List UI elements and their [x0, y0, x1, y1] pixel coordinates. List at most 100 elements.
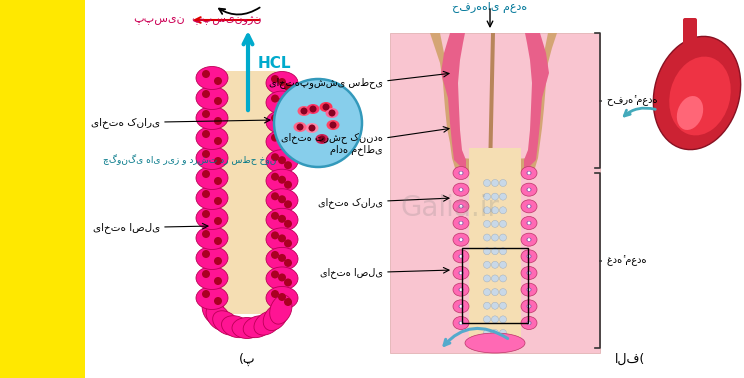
Circle shape	[527, 305, 530, 308]
Ellipse shape	[453, 183, 469, 196]
Circle shape	[271, 251, 279, 259]
Ellipse shape	[254, 311, 281, 335]
Circle shape	[202, 270, 210, 278]
Text: یاخته اصلی: یاخته اصلی	[93, 223, 160, 234]
Ellipse shape	[453, 283, 469, 296]
Circle shape	[202, 150, 210, 158]
Circle shape	[484, 220, 490, 228]
Circle shape	[527, 222, 530, 225]
Ellipse shape	[306, 123, 318, 133]
Bar	[0, 0, 85, 378]
Ellipse shape	[196, 266, 228, 290]
Ellipse shape	[458, 304, 464, 308]
Circle shape	[278, 136, 286, 145]
Circle shape	[278, 273, 286, 282]
Ellipse shape	[527, 254, 531, 258]
Ellipse shape	[196, 287, 228, 310]
Circle shape	[499, 302, 507, 309]
Circle shape	[271, 231, 279, 239]
Ellipse shape	[263, 304, 288, 330]
Circle shape	[527, 188, 530, 191]
Ellipse shape	[196, 67, 228, 90]
Ellipse shape	[521, 233, 537, 246]
Polygon shape	[488, 33, 495, 173]
Text: حفرهٔ معده: حفرهٔ معده	[607, 96, 658, 107]
Circle shape	[492, 193, 498, 200]
Text: یاختهپوششی سطحی: یاختهپوششی سطحی	[269, 77, 383, 88]
Circle shape	[484, 275, 490, 282]
Circle shape	[309, 124, 315, 132]
Ellipse shape	[653, 36, 741, 150]
Ellipse shape	[196, 166, 228, 189]
Circle shape	[492, 302, 498, 309]
Ellipse shape	[315, 134, 329, 144]
Circle shape	[271, 290, 279, 298]
Circle shape	[278, 98, 286, 105]
Circle shape	[278, 254, 286, 262]
Text: یاخته کناری: یاخته کناری	[91, 118, 160, 129]
Circle shape	[214, 277, 222, 285]
Bar	[469, 148, 521, 348]
Ellipse shape	[453, 250, 469, 263]
Ellipse shape	[196, 186, 228, 209]
Text: Galia.ir: Galia.ir	[400, 194, 499, 222]
Ellipse shape	[196, 147, 228, 169]
Text: پپسین: پپسین	[133, 15, 185, 25]
Circle shape	[492, 330, 498, 336]
Circle shape	[214, 217, 222, 225]
Text: HCL: HCL	[258, 56, 292, 71]
Ellipse shape	[453, 166, 469, 180]
Circle shape	[499, 330, 507, 336]
Ellipse shape	[266, 189, 298, 212]
Circle shape	[284, 279, 292, 287]
Circle shape	[484, 316, 490, 323]
Circle shape	[202, 70, 210, 78]
Ellipse shape	[266, 150, 298, 173]
Circle shape	[484, 193, 490, 200]
Ellipse shape	[458, 271, 464, 275]
Ellipse shape	[266, 267, 298, 290]
Ellipse shape	[521, 266, 537, 279]
Ellipse shape	[266, 91, 298, 114]
Circle shape	[527, 288, 530, 291]
Ellipse shape	[266, 169, 298, 192]
Polygon shape	[524, 33, 549, 168]
Circle shape	[322, 104, 330, 110]
Text: ماده مخاطی: ماده مخاطی	[330, 144, 383, 155]
Circle shape	[278, 117, 286, 125]
Ellipse shape	[521, 283, 537, 296]
Circle shape	[499, 316, 507, 323]
Circle shape	[499, 234, 507, 241]
Circle shape	[202, 130, 210, 138]
Circle shape	[499, 261, 507, 268]
Circle shape	[527, 255, 530, 258]
Circle shape	[284, 220, 292, 228]
Circle shape	[460, 271, 463, 274]
FancyBboxPatch shape	[683, 18, 697, 50]
Circle shape	[527, 238, 530, 241]
Circle shape	[278, 156, 286, 164]
Circle shape	[202, 90, 210, 98]
Circle shape	[460, 205, 463, 208]
Circle shape	[329, 110, 336, 116]
Ellipse shape	[196, 107, 228, 130]
Circle shape	[214, 237, 222, 245]
Polygon shape	[430, 33, 557, 173]
Circle shape	[484, 248, 490, 255]
Circle shape	[284, 200, 292, 208]
Circle shape	[527, 172, 530, 175]
Circle shape	[499, 275, 507, 282]
Ellipse shape	[222, 316, 251, 338]
Ellipse shape	[458, 221, 464, 225]
Ellipse shape	[521, 166, 537, 180]
Ellipse shape	[527, 204, 531, 208]
Circle shape	[460, 305, 463, 308]
Circle shape	[297, 124, 304, 130]
Ellipse shape	[196, 206, 228, 229]
Ellipse shape	[521, 217, 537, 229]
Ellipse shape	[521, 200, 537, 213]
Ellipse shape	[453, 217, 469, 229]
Ellipse shape	[670, 57, 731, 135]
Circle shape	[492, 288, 498, 296]
Ellipse shape	[266, 130, 298, 153]
